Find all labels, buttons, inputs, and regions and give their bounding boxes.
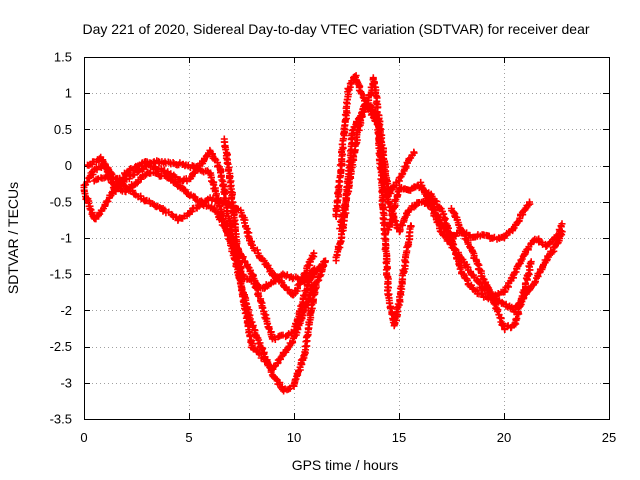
data-point — [232, 233, 239, 241]
data-point — [219, 182, 226, 190]
data-point — [517, 256, 525, 264]
y-tick-label: -2.5 — [50, 339, 72, 354]
data-point — [335, 177, 343, 185]
y-tick-label: 0 — [65, 158, 72, 173]
y-tick-label: -1 — [60, 231, 72, 246]
data-point — [86, 205, 94, 213]
data-point — [104, 198, 112, 205]
data-point — [100, 159, 108, 167]
data-point — [509, 225, 517, 233]
data-point — [501, 287, 509, 295]
data-point — [407, 222, 415, 230]
x-tick-label: 25 — [602, 430, 616, 445]
y-tick-label: -3.5 — [50, 412, 72, 427]
data-point — [449, 240, 457, 247]
y-tick-label: 1.5 — [54, 50, 72, 65]
data-point — [95, 211, 102, 219]
data-point — [450, 209, 458, 217]
data-point — [463, 277, 471, 285]
data-point — [451, 245, 459, 253]
data-point — [233, 251, 241, 259]
x-tick-label: 10 — [287, 430, 301, 445]
data-point — [257, 298, 265, 306]
data-point — [558, 228, 566, 236]
data-point — [311, 265, 318, 273]
data-point — [181, 186, 189, 194]
data-point — [427, 191, 435, 199]
plot-frame — [84, 57, 610, 420]
data-point — [299, 355, 307, 363]
data-point — [498, 298, 506, 306]
data-point — [527, 258, 535, 266]
data-point — [410, 149, 418, 157]
data-point — [320, 257, 328, 265]
y-axis-label: SDTVAR / TECUs — [5, 182, 21, 294]
data-point — [348, 127, 356, 134]
data-point — [376, 139, 384, 147]
data-point — [295, 320, 303, 328]
y-tick-label: -2 — [60, 303, 72, 318]
y-tick-label: -3 — [60, 375, 72, 390]
y-tick-label: -0.5 — [50, 194, 72, 209]
data-point — [223, 159, 231, 167]
x-tick-label: 15 — [392, 430, 406, 445]
data-point — [526, 198, 533, 206]
data-point — [436, 203, 444, 211]
data-point — [83, 178, 91, 186]
data-points — [80, 72, 566, 395]
data-point — [387, 304, 395, 312]
series-11 — [447, 198, 534, 243]
data-point — [310, 266, 318, 274]
data-point — [476, 279, 483, 286]
data-point — [309, 281, 317, 289]
data-point — [310, 280, 318, 288]
data-point — [221, 199, 229, 207]
y-tick-label: -1.5 — [50, 267, 72, 282]
series-2 — [80, 168, 328, 343]
data-point — [479, 275, 487, 282]
series-10 — [415, 183, 566, 316]
data-point — [517, 299, 524, 307]
data-point — [399, 221, 406, 229]
y-tick-label: 1 — [65, 86, 72, 101]
data-point — [521, 205, 529, 213]
data-point — [525, 269, 533, 277]
data-point — [253, 246, 261, 254]
data-point — [129, 187, 137, 194]
data-point — [558, 220, 566, 228]
x-tick-label: 0 — [80, 430, 87, 445]
data-point — [310, 249, 318, 257]
x-axis-label: GPS time / hours — [292, 457, 399, 473]
x-tick-label: 20 — [497, 430, 511, 445]
data-point — [133, 179, 141, 187]
data-point — [259, 304, 267, 312]
x-tick-label: 5 — [185, 430, 192, 445]
y-tick-label: 0.5 — [54, 122, 72, 137]
data-point — [532, 277, 539, 285]
chart-title: Day 221 of 2020, Sidereal Day-to-day VTE… — [82, 21, 589, 37]
data-point — [384, 265, 391, 272]
data-point — [213, 208, 221, 216]
series-5 — [220, 135, 318, 373]
data-point — [267, 267, 275, 274]
